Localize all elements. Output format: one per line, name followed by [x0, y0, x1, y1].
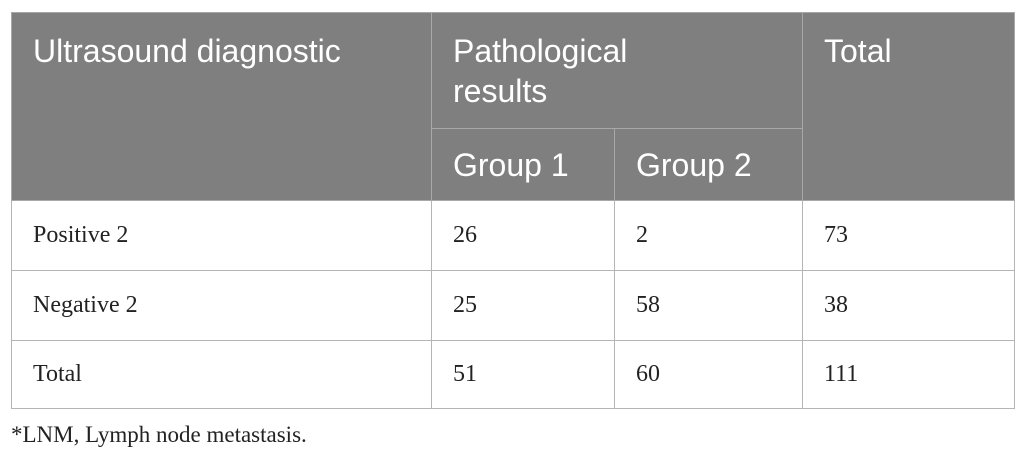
- cell: 26: [431, 200, 615, 271]
- cell: 38: [802, 270, 1015, 341]
- body-row: Total 51 60 111: [11, 340, 1015, 409]
- data-table: Ultrasound diagnostic Pathological resul…: [11, 12, 1015, 409]
- header-cell: Ultrasound diagnostic: [11, 12, 432, 201]
- table-header: Ultrasound diagnostic Pathological resul…: [11, 12, 1015, 201]
- cell: 51: [431, 340, 615, 409]
- body-row: Negative 2 25 58 38: [11, 270, 1015, 341]
- row-label: Total: [11, 340, 432, 409]
- cell: 73: [802, 200, 1015, 271]
- header-row: Ultrasound diagnostic Pathological resul…: [11, 12, 1015, 201]
- footnote: *LNM, Lymph node metastasis.: [11, 422, 307, 447]
- header-row: Group 1 Group 2: [12, 128, 1015, 201]
- header-text: Pathological results: [453, 33, 628, 109]
- cell: 58: [614, 270, 803, 341]
- subheader-cell: Group 2: [614, 128, 803, 201]
- header-cell: Pathological results: [431, 12, 803, 129]
- header-cell: Total: [802, 12, 1015, 201]
- table-body: Positive 2 26 2 73 Negative 2 25 58 38 Total 51 60…: [11, 200, 1015, 409]
- cell: 111: [802, 340, 1015, 409]
- cell: 25: [431, 270, 615, 341]
- row-label: Negative 2: [11, 270, 432, 341]
- body-row: Positive 2 26 2 73: [11, 200, 1015, 271]
- subheader-cell: Group 1: [431, 128, 615, 201]
- cell: 60: [614, 340, 803, 409]
- row-label: Positive 2: [11, 200, 432, 271]
- cell: 2: [614, 200, 803, 271]
